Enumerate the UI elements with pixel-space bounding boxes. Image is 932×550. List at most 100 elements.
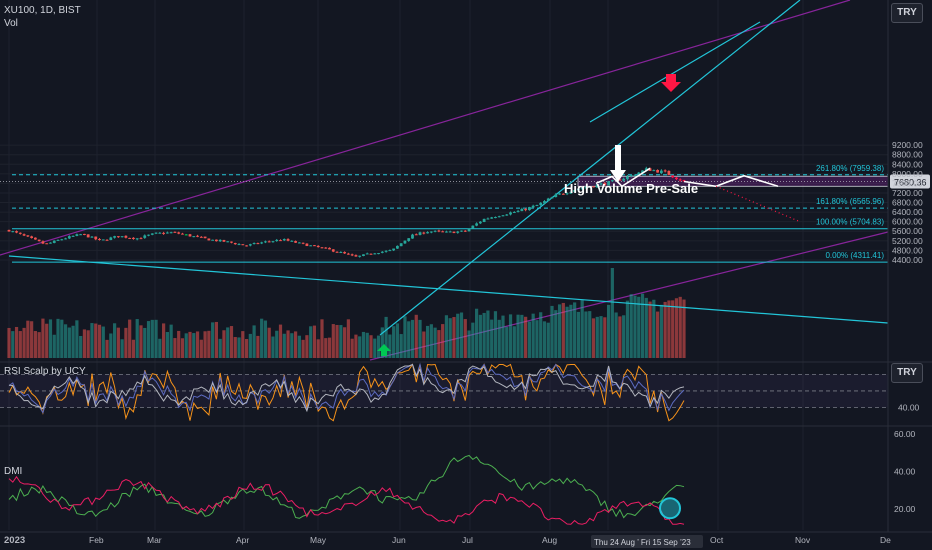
candle-body xyxy=(346,253,350,255)
volume-bar xyxy=(350,338,354,358)
volume-bar xyxy=(218,338,222,358)
rsi-currency-button[interactable]: TRY xyxy=(891,363,923,383)
volume-bar xyxy=(203,331,207,358)
volume-bar xyxy=(557,304,562,358)
candle-body xyxy=(595,184,599,188)
volume-bar xyxy=(395,323,400,358)
channel-top-trendline xyxy=(589,21,761,123)
candle-body xyxy=(433,230,437,232)
candle-body xyxy=(33,237,37,240)
volume-bar xyxy=(644,297,648,358)
candle-body xyxy=(67,236,71,239)
volume-bar xyxy=(369,335,373,358)
candle-body xyxy=(531,205,535,208)
candle-body xyxy=(659,170,663,174)
volume-bar xyxy=(271,336,275,358)
volume-bar xyxy=(339,325,343,358)
candle-body xyxy=(565,193,569,195)
price-tick-label: 4800.00 xyxy=(892,245,923,255)
volume-bar xyxy=(595,316,599,358)
candle-body xyxy=(271,241,275,243)
price-tick-label: 4400.00 xyxy=(892,255,923,265)
volume-bar xyxy=(373,338,377,358)
volume-bar xyxy=(622,315,626,358)
candle-body xyxy=(527,207,531,211)
volume-bar xyxy=(180,338,185,358)
descending-trendline xyxy=(8,255,889,324)
candle-body xyxy=(486,218,490,220)
candle-body xyxy=(30,236,34,238)
candle-body xyxy=(211,239,215,241)
volume-bar xyxy=(384,316,388,358)
price-tick-label: 8400.00 xyxy=(892,159,923,169)
volume-bar xyxy=(97,324,102,358)
candle-body xyxy=(422,232,426,234)
candle-body xyxy=(637,172,641,175)
candle-body xyxy=(279,240,282,242)
volume-bar xyxy=(573,302,577,358)
volume-bar xyxy=(527,321,531,358)
volume-bar xyxy=(60,319,64,358)
volume-bar xyxy=(18,331,22,358)
candle-body xyxy=(150,233,154,235)
volume-bar xyxy=(429,324,433,358)
volume-bar xyxy=(105,339,109,358)
candle-body xyxy=(128,237,132,239)
volume-bar xyxy=(162,323,166,358)
candle-body xyxy=(622,178,626,181)
volume-bar xyxy=(11,331,15,358)
volume-label: Vol xyxy=(4,18,18,29)
volume-bar xyxy=(109,333,113,358)
candle-body xyxy=(373,253,377,255)
candle-body xyxy=(641,170,644,174)
candle-body xyxy=(380,251,384,253)
candle-body xyxy=(226,241,230,243)
candle-body xyxy=(573,189,577,193)
volume-bar xyxy=(410,319,415,358)
candle-body xyxy=(177,232,181,234)
volume-bar xyxy=(26,320,30,358)
candle-body xyxy=(682,180,686,182)
price-tick-label: 8800.00 xyxy=(892,150,923,160)
time-tick-label: De xyxy=(880,535,891,545)
volume-bar xyxy=(33,331,37,358)
prior-zigzag xyxy=(595,167,651,188)
candle-body xyxy=(467,228,471,232)
price-tick-label: 8000.00 xyxy=(892,169,923,179)
fib-level-label: 100.00% (5704.83) xyxy=(816,218,884,227)
volume-bar xyxy=(195,331,200,358)
volume-bar xyxy=(441,324,445,358)
candle-body xyxy=(399,243,403,247)
candle-body xyxy=(320,247,324,249)
volume-bar xyxy=(116,327,120,358)
time-tick-label: Jun xyxy=(392,535,406,545)
candle-body xyxy=(678,179,682,181)
candle-body xyxy=(86,234,90,238)
price-tick-label: 6800.00 xyxy=(892,198,923,208)
volume-bar xyxy=(629,294,633,358)
dmi-plus-line xyxy=(8,454,685,519)
volume-bar xyxy=(505,326,509,358)
projected-zigzag xyxy=(683,174,779,188)
volume-bar xyxy=(316,339,320,358)
time-tick-label: May xyxy=(310,535,327,545)
candle-body xyxy=(520,208,524,212)
volume-bar xyxy=(354,334,358,358)
candle-body xyxy=(79,234,83,236)
volume-bar xyxy=(656,311,660,358)
candle-body xyxy=(147,234,150,236)
volume-bar xyxy=(388,334,392,358)
currency-button[interactable]: TRY xyxy=(891,3,923,23)
volume-bar xyxy=(192,333,196,358)
rsi-series-line xyxy=(8,362,685,414)
candle-body xyxy=(245,245,248,247)
candle-body xyxy=(199,236,203,238)
rsi-tick-label: 40.00 xyxy=(898,402,920,412)
rsi-panel xyxy=(0,361,932,422)
volume-bar xyxy=(659,304,663,358)
candle-body xyxy=(652,170,656,172)
candle-body xyxy=(429,231,433,233)
candle-body xyxy=(501,215,505,217)
